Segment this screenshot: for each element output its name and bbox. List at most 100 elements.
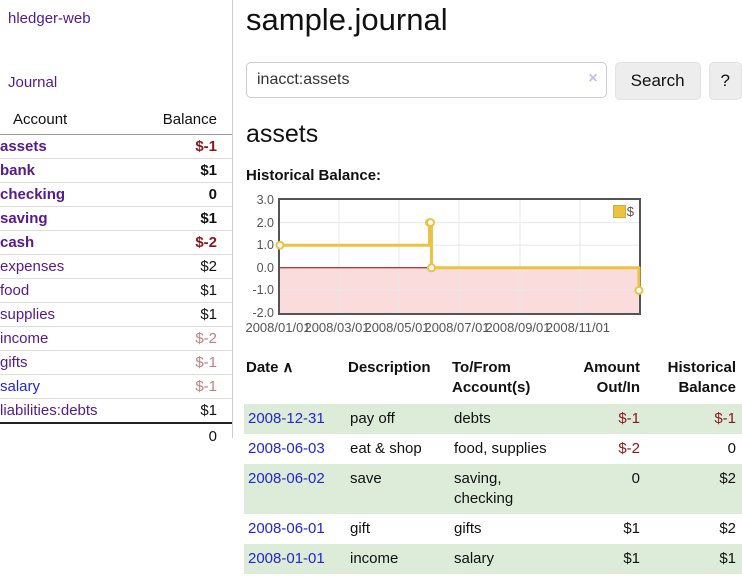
account-balance: 0 (208, 186, 217, 203)
balance-column-header: Historical Balance (646, 356, 742, 404)
account-row: salary $-1 (0, 374, 232, 399)
balance-header-line2: Balance (678, 379, 736, 396)
clear-search-icon[interactable]: × (588, 70, 598, 87)
x-axis-tick-label: 2008/11/01 (545, 320, 611, 335)
chart-legend: $ (610, 203, 636, 220)
account-row: gifts $-1 (0, 350, 232, 375)
register-row: 2008-06-01 gift gifts $1 $2 (244, 514, 742, 544)
account-link-gifts[interactable]: gifts (0, 354, 28, 371)
search-box: × (246, 62, 607, 100)
account-balance: $1 (200, 402, 217, 419)
search-form: × Search ? (246, 62, 742, 100)
account-row: cash $-2 (0, 230, 232, 255)
transaction-balance: $1 (646, 544, 742, 574)
register-row: 2008-12-31 pay off debts $-1 $-1 (244, 404, 742, 434)
account-row: assets $-1 (0, 135, 232, 159)
register-row: 2008-06-02 save saving, checking 0 $2 (244, 464, 742, 514)
account-balance: $1 (200, 306, 217, 323)
description-column-header: Description (348, 359, 431, 376)
transaction-balance: $-1 (646, 404, 742, 434)
x-axis-tick-label: 2008/01/01 (245, 320, 311, 335)
legend-label: $ (626, 204, 634, 219)
transaction-date-link[interactable]: 2008-12-31 (248, 410, 325, 427)
transaction-amount: 0 (562, 464, 646, 514)
accounts-table-header: Account Balance (0, 108, 232, 135)
transaction-description: pay off (346, 404, 450, 434)
account-link-income[interactable]: income (0, 330, 49, 347)
transaction-description: income (346, 544, 450, 574)
transaction-description: eat & shop (350, 440, 422, 457)
account-link-bank[interactable]: bank (0, 162, 36, 179)
sort-ascending-icon: ∧ (282, 359, 294, 376)
help-button[interactable]: ? (708, 62, 742, 100)
y-axis-tick-label: -1.0 (252, 283, 274, 298)
date-header-label: Date (246, 359, 279, 376)
account-row: liabilities:debts $1 (0, 398, 232, 424)
account-heading: assets (246, 120, 319, 148)
account-balance: $2 (200, 258, 217, 275)
x-axis-tick-label: 2008/03/01 (304, 320, 370, 335)
account-row: checking 0 (0, 182, 232, 207)
account-link-expenses[interactable]: expenses (0, 258, 65, 275)
account-balance: $1 (200, 162, 217, 179)
transaction-accounts: debts (450, 404, 562, 434)
amount-column-header: Amount Out/In (562, 356, 646, 404)
sidebar-item-journal[interactable]: Journal (8, 74, 58, 91)
account-balance: $-1 (195, 354, 217, 371)
transaction-description: gift (350, 520, 371, 537)
register-table: Date ∧ Description To/From Account(s) Amo… (244, 356, 742, 574)
transaction-accounts: food, supplies (454, 440, 547, 457)
search-input[interactable] (246, 62, 607, 98)
account-balance: $1 (200, 210, 217, 227)
y-axis-tick-label: -2.0 (252, 306, 274, 320)
sidebar: hledger-web Journal Account Balance asse… (0, 0, 233, 448)
account-balance: $-1 (195, 138, 217, 155)
x-axis-tick-label: 2008/05/01 (364, 320, 430, 335)
account-link-saving[interactable]: saving (0, 210, 48, 227)
transaction-amount: $1 (623, 520, 640, 537)
account-balance: $1 (200, 282, 217, 299)
app-title-link[interactable]: hledger-web (8, 10, 91, 27)
account-link-salary[interactable]: salary (0, 378, 41, 395)
account-row: food $1 (0, 278, 232, 303)
transaction-date-link[interactable]: 2008-01-01 (248, 550, 325, 567)
transaction-amount: $-1 (562, 404, 646, 434)
account-link-supplies[interactable]: supplies (0, 306, 56, 323)
account-row: supplies $1 (0, 302, 232, 327)
account-link-liabilities-debts[interactable]: liabilities:debts (0, 402, 98, 419)
account-link-cash[interactable]: cash (0, 234, 35, 251)
transaction-date-link[interactable]: 2008-06-01 (248, 520, 325, 537)
chart-x-axis-labels: 2008/01/01 2008/03/01 2008/05/01 2008/07/01… (245, 320, 637, 336)
register-row: 2008-06-03 eat & shop food, supplies $-2… (244, 434, 742, 464)
accounts-balance-table: Account Balance assets $-1 bank $1 check… (0, 108, 232, 448)
accounts-total-row: 0 (0, 422, 232, 448)
y-axis-tick-label: 0.0 (256, 260, 274, 275)
account-balance: $-2 (195, 330, 217, 347)
transaction-date-link[interactable]: 2008-06-02 (248, 470, 325, 487)
chart-title: Historical Balance: (246, 167, 382, 184)
transaction-amount: $1 (562, 544, 646, 574)
transaction-accounts: saving, checking (450, 464, 562, 514)
account-column-header: Account (13, 111, 68, 128)
balance-column-header: Balance (162, 111, 217, 128)
x-axis-tick-label: 2008/09/01 (485, 320, 551, 335)
tofrom-column-header: To/From Account(s) (450, 356, 562, 404)
transaction-date-link[interactable]: 2008-06-03 (248, 440, 325, 457)
account-row: income $-2 (0, 326, 232, 351)
search-button[interactable]: Search (614, 62, 701, 100)
account-link-assets[interactable]: assets (0, 138, 47, 155)
transaction-balance: $2 (646, 464, 742, 514)
y-axis-tick-label: 2.0 (256, 215, 274, 230)
transaction-balance: $2 (719, 520, 736, 537)
account-row: bank $1 (0, 158, 232, 183)
account-balance: $-2 (195, 234, 217, 251)
transaction-amount: $-2 (618, 440, 640, 457)
y-axis-tick-label: 1.0 (256, 238, 274, 253)
amount-header-line2: Out/In (596, 379, 640, 396)
accounts-total-value: 0 (135, 422, 232, 448)
tofrom-header-line1: To/From (452, 359, 511, 376)
transaction-balance: 0 (727, 440, 736, 457)
account-link-food[interactable]: food (0, 282, 30, 299)
date-column-header[interactable]: Date ∧ (244, 356, 346, 404)
account-link-checking[interactable]: checking (0, 186, 66, 203)
